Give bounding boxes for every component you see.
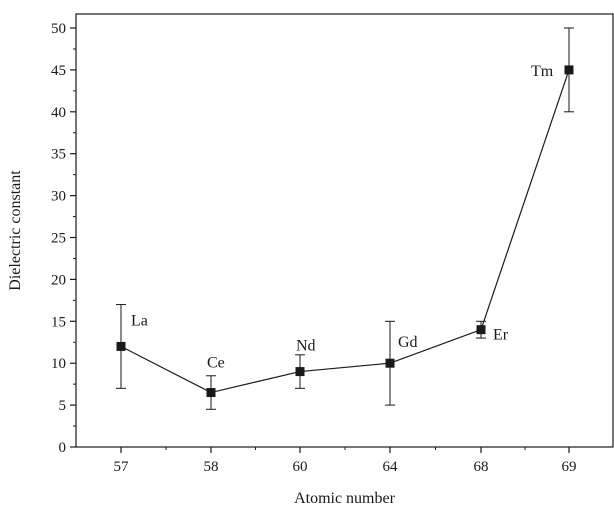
y-axis-label: Dielectric constant	[7, 170, 24, 291]
point-label: Nd	[296, 338, 316, 355]
y-tick-label: 0	[59, 440, 67, 456]
y-tick-label: 45	[51, 63, 66, 79]
y-tick-label: 25	[51, 231, 66, 247]
x-tick-label: 68	[474, 459, 489, 475]
y-tick-label: 50	[51, 21, 66, 37]
point-label: Tm	[531, 63, 554, 80]
data-point-marker	[476, 325, 486, 335]
point-label: Ce	[207, 355, 225, 372]
x-tick-label: 60	[293, 459, 308, 475]
data-point-marker	[206, 388, 216, 398]
data-point-marker	[116, 341, 126, 351]
point-label: Gd	[398, 334, 418, 351]
x-axis-ticks: 57 58 60 64 68 69	[114, 447, 577, 475]
data-point-marker	[295, 367, 305, 377]
y-tick-label: 5	[59, 398, 67, 414]
x-axis-label: Atomic number	[294, 490, 396, 507]
series-polyline	[120, 69, 570, 394]
point-label: La	[131, 312, 148, 329]
y-tick-label: 10	[51, 356, 66, 372]
y-tick-label: 35	[51, 147, 66, 163]
y-tick-label: 30	[51, 189, 66, 205]
x-tick-label: 64	[383, 459, 399, 475]
y-tick-label: 40	[51, 105, 66, 121]
point-labels: La Ce Nd Gd Er Tm	[131, 63, 554, 372]
series-line	[120, 69, 570, 394]
data-point-marker	[564, 65, 574, 75]
y-tick-label: 20	[51, 272, 66, 288]
data-markers	[116, 65, 574, 398]
data-point-marker	[385, 358, 395, 368]
x-tick-label: 57	[114, 459, 130, 475]
error-bars	[116, 27, 574, 410]
y-axis-ticks: 0 5 10 15 20 25 30 35 40 45 50	[51, 21, 76, 456]
point-label: Er	[493, 327, 509, 344]
y-tick-label: 15	[51, 314, 66, 330]
x-tick-label: 58	[204, 459, 219, 475]
x-tick-label: 69	[562, 459, 577, 475]
